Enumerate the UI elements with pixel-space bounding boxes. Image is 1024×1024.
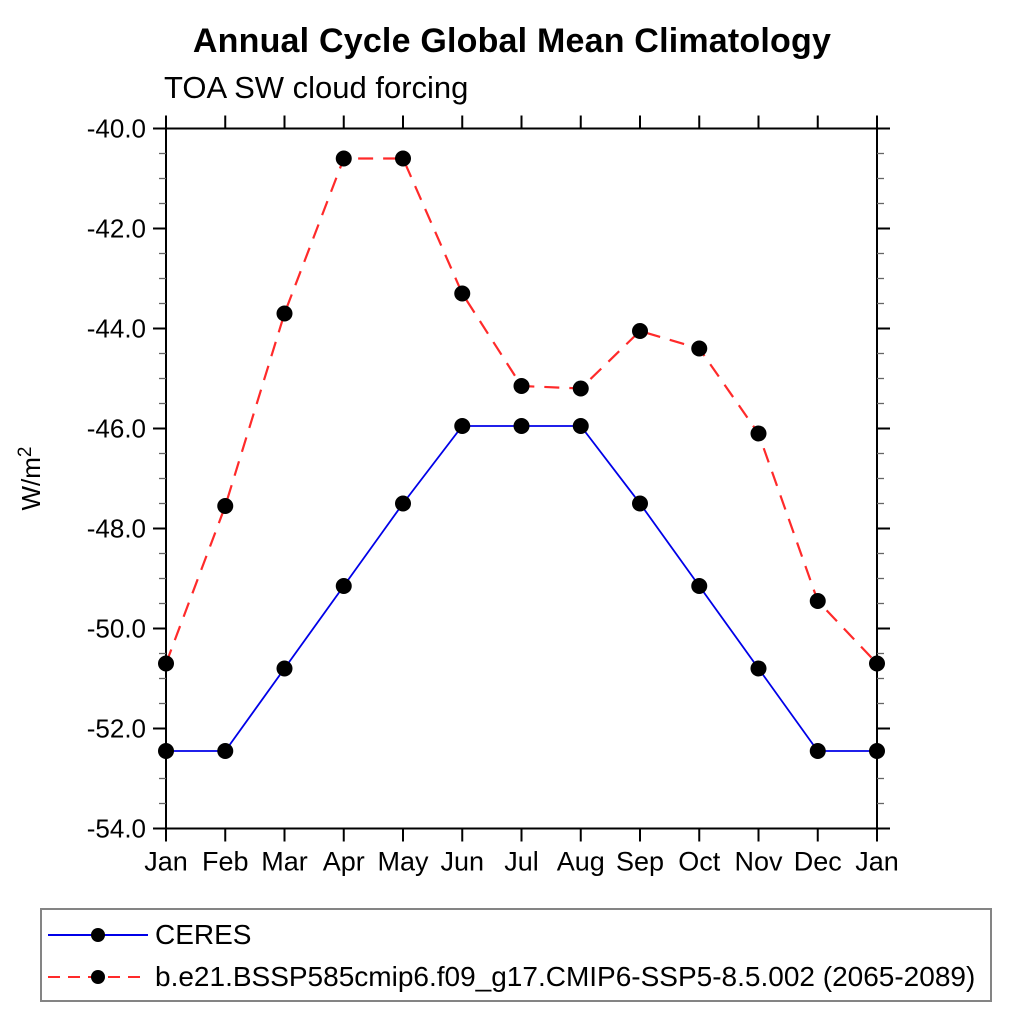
svg-text:Jun: Jun	[440, 847, 484, 877]
svg-text:-54.0: -54.0	[87, 814, 146, 844]
svg-text:Oct: Oct	[678, 847, 721, 877]
svg-text:W/m2: W/m2	[15, 447, 46, 511]
svg-text:May: May	[377, 847, 429, 877]
svg-text:Jan: Jan	[855, 847, 899, 877]
svg-text:Jan: Jan	[144, 847, 188, 877]
chart-title: Annual Cycle Global Mean Climatology	[192, 22, 832, 60]
svg-text:Apr: Apr	[323, 847, 365, 877]
climatology-line-chart: -40.0 -42.0 -44.0 -46.0 -48.0 -50.0 -52.0 -54.0…	[15, 114, 899, 877]
svg-text:Mar: Mar	[261, 847, 308, 877]
legend-label-model: b.e21.BSSP585cmip6.f09_g17.CMIP6-SSP5-8.…	[155, 961, 976, 992]
svg-text:Dec: Dec	[794, 847, 842, 877]
svg-text:-42.0: -42.0	[87, 214, 146, 244]
legend-item-ceres: CERES	[44, 914, 990, 956]
svg-text:Jul: Jul	[504, 847, 539, 877]
model-dashed-line-swatch-icon	[48, 970, 148, 984]
svg-text:-46.0: -46.0	[87, 414, 146, 444]
svg-text:-50.0: -50.0	[87, 614, 146, 644]
legend-item-model: b.e21.BSSP585cmip6.f09_g17.CMIP6-SSP5-8.…	[44, 956, 990, 998]
svg-text:-48.0: -48.0	[87, 514, 146, 544]
svg-text:-40.0: -40.0	[87, 114, 146, 144]
svg-text:-52.0: -52.0	[87, 714, 146, 744]
ceres-line-swatch-icon	[48, 928, 148, 942]
svg-text:-44.0: -44.0	[87, 314, 146, 344]
svg-text:Aug: Aug	[557, 847, 605, 877]
svg-text:Sep: Sep	[616, 847, 664, 877]
chart-subtitle: TOA SW cloud forcing	[164, 70, 469, 105]
legend-label-ceres: CERES	[155, 919, 252, 950]
svg-text:Nov: Nov	[734, 847, 783, 877]
legend: CERES b.e21.BSSP585cmip6.f09_g17.CMIP6-S…	[40, 908, 992, 1002]
svg-text:Feb: Feb	[202, 847, 249, 877]
